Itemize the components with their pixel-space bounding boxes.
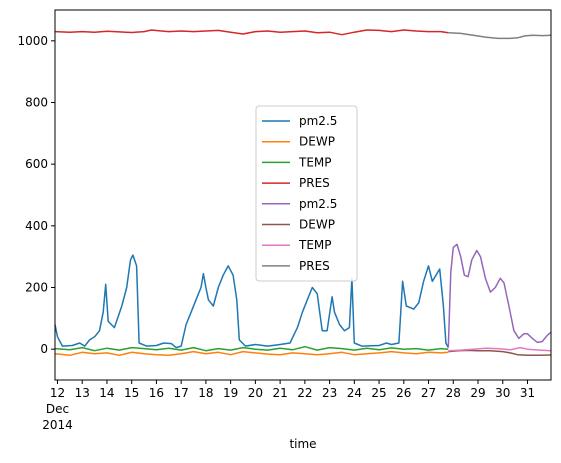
- x-tick-label: 24: [347, 386, 362, 400]
- series-line-0: [54, 254, 449, 349]
- legend: pm2.5 DEWP TEMP PRES pm2.5 DEWP TEMP PRES: [255, 105, 358, 282]
- x-tick-label: 30: [495, 386, 510, 400]
- series-layer: [54, 29, 552, 357]
- y-tick-label: 400: [25, 219, 48, 233]
- x-tick-year-label: 2014: [42, 418, 73, 432]
- x-tick-label: 25: [371, 386, 386, 400]
- y-tick-label: 800: [25, 96, 48, 110]
- x-tick-label: 28: [446, 386, 461, 400]
- x-tick-label: 20: [248, 386, 263, 400]
- y-tick-label: 200: [25, 281, 48, 295]
- legend-label-2: TEMP: [298, 155, 332, 169]
- y-tick-label: 1000: [17, 34, 48, 48]
- x-tick-label: 15: [124, 386, 139, 400]
- x-tick-month-label: Dec: [46, 402, 69, 416]
- x-tick-label: 19: [223, 386, 238, 400]
- x-tick-label: 17: [174, 386, 189, 400]
- series-line-7: [448, 32, 552, 40]
- series-line-2: [54, 345, 449, 352]
- series-line-4: [447, 243, 552, 348]
- legend-label-0: pm2.5: [299, 114, 337, 128]
- legend-label-5: DEWP: [299, 218, 335, 232]
- y-tick-label: 0: [40, 342, 48, 356]
- legend-label-7: PRES: [299, 259, 330, 273]
- y-tick-label: 600: [25, 157, 48, 171]
- legend-label-1: DEWP: [299, 135, 335, 149]
- x-axis: 12 Dec 2014 13 14 15 16 17 18 19 20 21 22 23 24 25 26 27 2…: [42, 380, 535, 432]
- x-tick-label: 14: [99, 386, 114, 400]
- x-tick-label: 21: [272, 386, 287, 400]
- x-axis-title: time: [289, 437, 316, 451]
- x-tick-label: 18: [198, 386, 213, 400]
- legend-label-3: PRES: [299, 176, 330, 190]
- series-line-3: [54, 29, 449, 36]
- plot-frame: [54, 9, 552, 381]
- x-tick-label: 27: [421, 386, 436, 400]
- x-tick-label: 16: [149, 386, 164, 400]
- series-line-6: [448, 346, 552, 352]
- legend-box: [255, 105, 358, 282]
- x-tick-label: 23: [322, 386, 337, 400]
- series-line-1: [54, 350, 449, 357]
- x-tick-label: 31: [520, 386, 535, 400]
- legend-label-6: TEMP: [298, 238, 332, 252]
- legend-label-4: pm2.5: [299, 197, 337, 211]
- x-tick-label: 26: [396, 386, 411, 400]
- x-tick-label: 22: [297, 386, 312, 400]
- y-axis: 0 200 400 600 800 1000: [17, 34, 55, 356]
- x-tick-label: 13: [75, 386, 90, 400]
- x-tick-label: 12: [50, 386, 65, 400]
- x-tick-label: 29: [470, 386, 485, 400]
